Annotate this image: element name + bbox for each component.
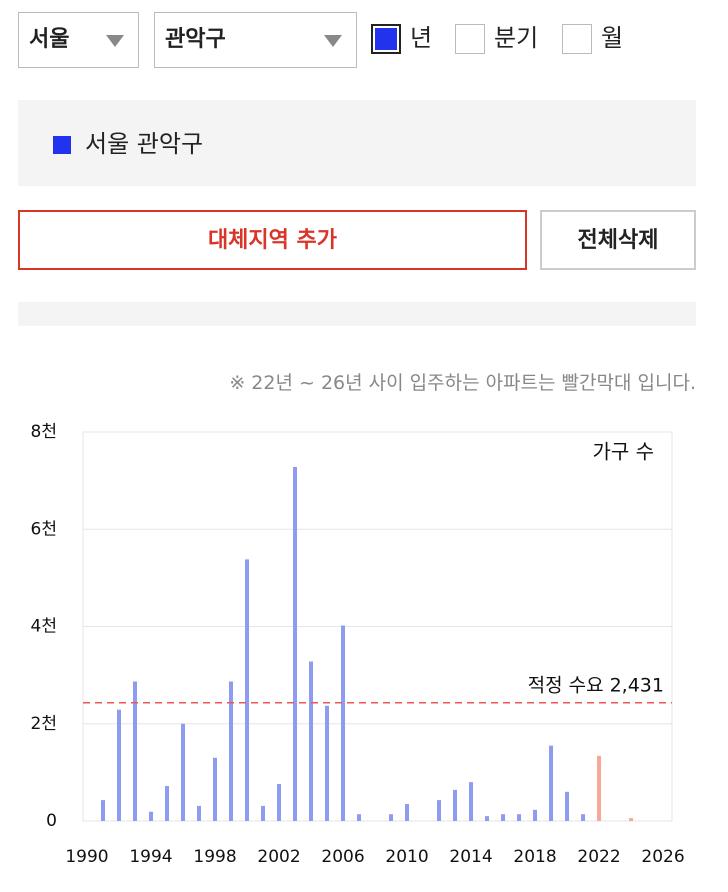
bar — [405, 803, 410, 821]
bar — [133, 681, 138, 821]
bar — [517, 814, 522, 821]
bar — [581, 814, 586, 821]
district-select[interactable]: 관악구 — [154, 12, 357, 68]
y-tick-label: 6천 — [31, 519, 57, 539]
bar — [101, 800, 106, 821]
region-color — [53, 136, 71, 154]
bar — [325, 705, 330, 821]
bar — [549, 745, 554, 821]
bar — [309, 661, 314, 821]
region[interactable]: 서울 관악구 — [85, 130, 204, 158]
bar — [469, 782, 474, 821]
x-tick-label: 2014 — [449, 847, 492, 867]
note: ※ 22년 ~ 26년 사이 입주하는 아파트는 빨간막대 입니다. — [229, 372, 696, 394]
annotation: 가구 수 — [592, 440, 654, 464]
reference-label: 적정 수요 2,431 — [528, 674, 664, 696]
bar — [277, 784, 282, 821]
bar — [453, 789, 458, 821]
checkbox-label[interactable]: 분기 — [494, 24, 539, 52]
y-tick-label: 0 — [46, 811, 57, 831]
bar — [293, 467, 298, 821]
x-tick-label: 1998 — [193, 847, 236, 867]
bar — [181, 723, 186, 821]
divider — [18, 302, 696, 326]
bar — [229, 681, 234, 821]
bar — [389, 814, 394, 821]
bar — [565, 791, 570, 821]
clear-button[interactable]: 전체삭제 — [540, 210, 696, 270]
bar — [629, 818, 634, 821]
y-tick-label: 8천 — [31, 422, 57, 442]
city: 서울 — [29, 27, 70, 52]
bar — [261, 805, 266, 821]
checkbox-label[interactable]: 년 — [410, 24, 433, 52]
bar — [165, 785, 170, 821]
checkbox[interactable] — [562, 24, 592, 54]
bar — [437, 800, 442, 821]
x-tick-label: 2010 — [385, 847, 428, 867]
bar — [213, 757, 218, 821]
checkbox-label[interactable]: 월 — [601, 24, 624, 52]
add-button[interactable]: 대체지역 추가 — [18, 210, 527, 270]
bar — [357, 814, 362, 821]
bar — [117, 709, 122, 821]
arrow — [106, 35, 124, 47]
bar — [245, 559, 250, 821]
x-tick-label: 2022 — [577, 847, 620, 867]
bar — [533, 809, 538, 821]
x-tick-label: 2006 — [321, 847, 364, 867]
y-tick-label: 2천 — [31, 714, 57, 734]
district: 관악구 — [165, 27, 226, 52]
y-tick-label: 4천 — [31, 617, 57, 637]
checkbox[interactable] — [371, 24, 401, 54]
city-select[interactable]: 서울 — [18, 12, 139, 68]
x-tick-label: 2026 — [641, 847, 684, 867]
x-tick-label: 2018 — [513, 847, 556, 867]
selection-panel: 서울 관악구 — [18, 100, 696, 186]
bar — [597, 755, 602, 821]
bar — [149, 811, 154, 821]
bar — [341, 625, 346, 821]
x-tick-label: 1994 — [129, 847, 172, 867]
arrow — [324, 35, 342, 47]
checkbox[interactable] — [455, 24, 485, 54]
chart: 가구 수 0 2천 4천 6천 8천 1990 1994 1998 2002 2006 2010 20… — [31, 422, 685, 867]
x-tick-label: 2002 — [257, 847, 300, 867]
bar — [501, 814, 506, 821]
bar — [197, 805, 202, 821]
bar — [485, 816, 490, 821]
x-tick-label: 1990 — [65, 847, 108, 867]
